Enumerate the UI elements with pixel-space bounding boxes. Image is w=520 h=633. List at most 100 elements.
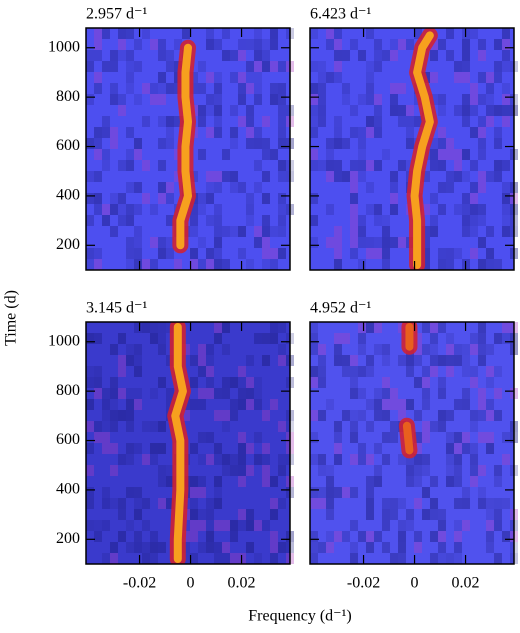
noise <box>126 520 134 531</box>
noise <box>438 410 446 421</box>
noise <box>494 388 502 399</box>
noise <box>478 116 486 127</box>
noise <box>430 160 438 171</box>
noise <box>310 149 318 160</box>
noise <box>222 421 230 432</box>
noise <box>270 542 278 553</box>
noise <box>222 520 230 531</box>
noise <box>382 259 390 270</box>
noise <box>502 432 510 443</box>
noise <box>166 138 174 149</box>
noise <box>126 259 134 270</box>
y-tick-label: 600 <box>56 137 80 154</box>
noise <box>438 149 446 160</box>
noise <box>278 83 286 94</box>
noise <box>102 553 110 564</box>
noise <box>438 39 446 50</box>
noise <box>462 50 470 61</box>
noise <box>278 465 286 476</box>
noise <box>470 421 478 432</box>
noise <box>318 344 326 355</box>
noise <box>110 127 118 138</box>
noise <box>126 443 134 454</box>
noise <box>390 105 398 116</box>
noise <box>430 553 438 564</box>
y-tick-label: 200 <box>56 530 80 547</box>
noise <box>150 531 158 542</box>
noise <box>366 127 374 138</box>
noise <box>166 237 174 248</box>
noise <box>270 509 278 520</box>
panel-title: 4.952 d⁻¹ <box>310 300 371 317</box>
noise <box>118 50 126 61</box>
noise <box>246 377 254 388</box>
noise <box>486 248 494 259</box>
noise <box>182 410 190 421</box>
noise <box>118 105 126 116</box>
noise <box>318 94 326 105</box>
noise <box>454 454 462 465</box>
noise <box>326 399 334 410</box>
noise <box>214 259 222 270</box>
noise <box>390 83 398 94</box>
noise <box>158 465 166 476</box>
noise <box>198 520 206 531</box>
ridge <box>172 39 196 254</box>
ridge-line <box>176 43 192 250</box>
noise <box>454 72 462 83</box>
noise <box>270 61 278 72</box>
noise <box>414 432 422 443</box>
noise <box>390 193 398 204</box>
noise <box>94 432 102 443</box>
noise <box>342 487 350 498</box>
noise <box>110 377 118 388</box>
noise <box>110 542 118 553</box>
noise <box>478 487 486 498</box>
noise <box>262 39 270 50</box>
noise <box>478 94 486 105</box>
noise <box>438 138 446 149</box>
noise <box>430 226 438 237</box>
ridge <box>167 322 191 564</box>
noise <box>238 182 246 193</box>
noise <box>334 248 342 259</box>
noise <box>222 171 230 182</box>
noise <box>366 355 374 366</box>
noise <box>486 226 494 237</box>
noise <box>326 476 334 487</box>
noise <box>262 215 270 226</box>
noise <box>262 193 270 204</box>
noise <box>366 94 374 105</box>
noise <box>86 333 94 344</box>
y-tick-label: 200 <box>56 236 80 253</box>
noise <box>310 553 318 564</box>
noise <box>246 509 254 520</box>
noise <box>478 355 486 366</box>
y-tick-label: 800 <box>56 88 80 105</box>
noise <box>126 454 134 465</box>
noise <box>142 553 150 564</box>
noise <box>350 237 358 248</box>
noise <box>366 476 374 487</box>
noise <box>158 377 166 388</box>
noise <box>86 421 94 432</box>
noise <box>206 72 214 83</box>
noise <box>206 377 214 388</box>
noise <box>142 520 150 531</box>
noise <box>310 94 318 105</box>
noise <box>326 149 334 160</box>
noise <box>214 237 222 248</box>
noise <box>454 355 462 366</box>
noise <box>414 476 422 487</box>
noise <box>198 259 206 270</box>
noise <box>422 237 430 248</box>
noise <box>398 553 406 564</box>
noise <box>238 116 246 127</box>
noise <box>142 193 150 204</box>
noise <box>446 28 454 39</box>
noise <box>342 355 350 366</box>
noise <box>462 61 470 72</box>
noise <box>222 50 230 61</box>
noise <box>398 355 406 366</box>
